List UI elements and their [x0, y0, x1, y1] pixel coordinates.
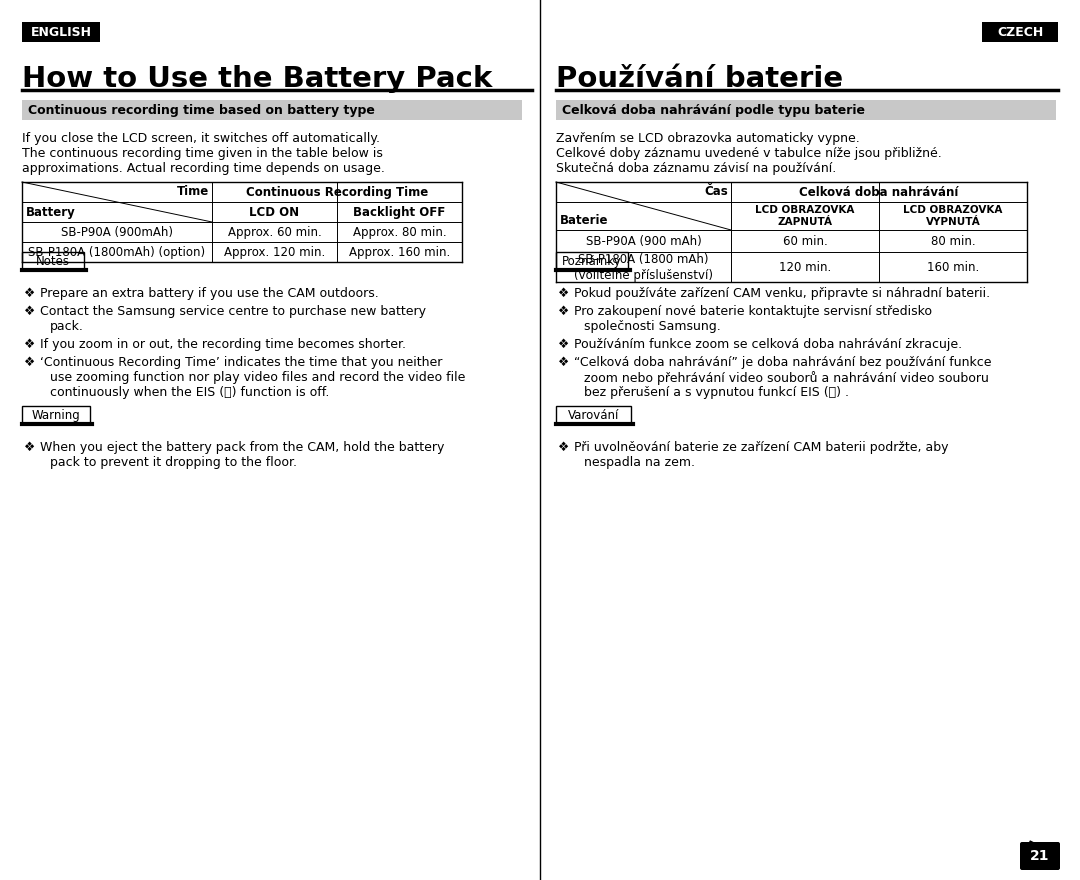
FancyBboxPatch shape: [1020, 842, 1059, 870]
Text: LCD OBRAZOVKA
ZAPNUTÁ: LCD OBRAZOVKA ZAPNUTÁ: [755, 205, 854, 227]
FancyBboxPatch shape: [556, 252, 627, 270]
Text: Celková doba nahrávání podle typu baterie: Celková doba nahrávání podle typu bateri…: [562, 104, 865, 116]
Text: use zooming function nor play video files and record the video file: use zooming function nor play video file…: [50, 371, 465, 384]
Text: společnosti Samsung.: společnosti Samsung.: [584, 320, 720, 333]
Text: Při uvolněování baterie ze zařízení CAM baterii podržte, aby: Při uvolněování baterie ze zařízení CAM …: [573, 441, 948, 454]
Text: The continuous recording time given in the table below is: The continuous recording time given in t…: [22, 147, 383, 160]
Text: SB-P90A (900mAh): SB-P90A (900mAh): [60, 225, 173, 238]
Text: Prepare an extra battery if you use the CAM outdoors.: Prepare an extra battery if you use the …: [40, 287, 379, 300]
Text: Skutečná doba záznamu závisí na používání.: Skutečná doba záznamu závisí na používán…: [556, 162, 836, 175]
Text: Backlight OFF: Backlight OFF: [353, 206, 446, 218]
Text: ❖: ❖: [558, 441, 569, 454]
Text: pack to prevent it dropping to the floor.: pack to prevent it dropping to the floor…: [50, 456, 297, 469]
Text: Zavřením se LCD obrazovka automaticky vypne.: Zavřením se LCD obrazovka automaticky vy…: [556, 132, 860, 145]
Text: ❖: ❖: [24, 441, 36, 454]
Text: Čas: Čas: [704, 185, 728, 198]
Text: Celkové doby záznamu uvedené v tabulce níže jsou přibližné.: Celkové doby záznamu uvedené v tabulce n…: [556, 147, 942, 160]
Text: Approx. 60 min.: Approx. 60 min.: [228, 225, 322, 238]
FancyBboxPatch shape: [22, 22, 100, 42]
Text: Approx. 120 min.: Approx. 120 min.: [224, 246, 325, 259]
Text: SB-P90A (900 mAh): SB-P90A (900 mAh): [585, 234, 701, 247]
FancyBboxPatch shape: [22, 406, 90, 424]
Text: LCD OBRAZOVKA
VYPNUTÁ: LCD OBRAZOVKA VYPNUTÁ: [903, 205, 1002, 227]
Text: SB-P180A (1800mAh) (option): SB-P180A (1800mAh) (option): [28, 246, 205, 259]
Text: Approx. 80 min.: Approx. 80 min.: [353, 225, 446, 238]
Text: 80 min.: 80 min.: [931, 234, 975, 247]
FancyBboxPatch shape: [556, 406, 631, 424]
Text: Pokud používáte zařízení CAM venku, připravte si náhradní baterii.: Pokud používáte zařízení CAM venku, přip…: [573, 287, 990, 300]
FancyBboxPatch shape: [982, 22, 1058, 42]
Text: Pro zakoupení nové baterie kontaktujte servisní středisko: Pro zakoupení nové baterie kontaktujte s…: [573, 305, 932, 318]
Text: Contact the Samsung service centre to purchase new battery: Contact the Samsung service centre to pu…: [40, 305, 426, 318]
Text: How to Use the Battery Pack: How to Use the Battery Pack: [22, 65, 492, 93]
Text: “Celková doba nahrávání” je doba nahrávání bez používání funkce: “Celková doba nahrávání” je doba nahrává…: [573, 356, 991, 369]
Text: 60 min.: 60 min.: [783, 234, 827, 247]
Text: ❖: ❖: [558, 356, 569, 369]
Polygon shape: [1030, 841, 1058, 869]
Text: When you eject the battery pack from the CAM, hold the battery: When you eject the battery pack from the…: [40, 441, 444, 454]
Text: If you zoom in or out, the recording time becomes shorter.: If you zoom in or out, the recording tim…: [40, 338, 406, 351]
Text: LCD ON: LCD ON: [249, 206, 299, 218]
Text: Používáním funkce zoom se celková doba nahrávání zkracuje.: Používáním funkce zoom se celková doba n…: [573, 338, 962, 351]
Text: approximations. Actual recording time depends on usage.: approximations. Actual recording time de…: [22, 162, 384, 175]
Text: ❖: ❖: [24, 356, 36, 369]
Text: CZECH: CZECH: [997, 26, 1043, 39]
Text: Poznámky: Poznámky: [562, 254, 622, 268]
Text: Approx. 160 min.: Approx. 160 min.: [349, 246, 450, 259]
Text: If you close the LCD screen, it switches off automatically.: If you close the LCD screen, it switches…: [22, 132, 380, 145]
FancyBboxPatch shape: [22, 252, 84, 270]
Text: Battery: Battery: [26, 206, 76, 219]
Text: Baterie: Baterie: [561, 214, 608, 227]
Text: ‘Continuous Recording Time’ indicates the time that you neither: ‘Continuous Recording Time’ indicates th…: [40, 356, 443, 369]
Text: 120 min.: 120 min.: [779, 260, 832, 274]
Text: Time: Time: [177, 185, 210, 198]
Text: nespadla na zem.: nespadla na zem.: [584, 456, 696, 469]
FancyBboxPatch shape: [22, 100, 522, 120]
Text: bez přerušení a s vypnutou funkcí EIS (ⓘ) .: bez přerušení a s vypnutou funkcí EIS (ⓘ…: [584, 386, 849, 399]
Text: 160 min.: 160 min.: [927, 260, 980, 274]
Text: pack.: pack.: [50, 320, 84, 333]
Text: ENGLISH: ENGLISH: [30, 26, 92, 39]
FancyBboxPatch shape: [556, 100, 1056, 120]
Text: ❖: ❖: [558, 338, 569, 351]
Text: Notes: Notes: [36, 254, 70, 268]
Text: Celková doba nahrávání: Celková doba nahrávání: [799, 186, 959, 199]
Text: ❖: ❖: [558, 287, 569, 300]
Text: ❖: ❖: [558, 305, 569, 318]
Text: Warning: Warning: [31, 408, 80, 422]
Text: Varování: Varování: [568, 408, 620, 422]
Text: Continuous recording time based on battery type: Continuous recording time based on batte…: [28, 104, 375, 116]
Text: ❖: ❖: [24, 287, 36, 300]
Text: ❖: ❖: [24, 338, 36, 351]
Text: Používání baterie: Používání baterie: [556, 65, 843, 93]
Text: Continuous Recording Time: Continuous Recording Time: [246, 186, 428, 199]
Text: zoom nebo přehrávání video souborů a nahrávání video souboru: zoom nebo přehrávání video souborů a nah…: [584, 371, 989, 385]
Text: continuously when the EIS (ⓘ) function is off.: continuously when the EIS (ⓘ) function i…: [50, 386, 329, 399]
Text: 21: 21: [1030, 849, 1050, 863]
Text: SB-P180A (1800 mAh)
(volitelné příslušenství): SB-P180A (1800 mAh) (volitelné příslušen…: [573, 253, 713, 282]
Text: ❖: ❖: [24, 305, 36, 318]
